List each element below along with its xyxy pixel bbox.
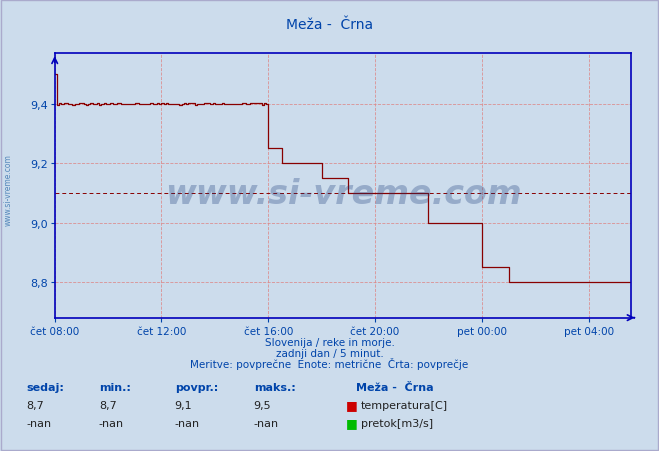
- Text: temperatura[C]: temperatura[C]: [361, 400, 448, 410]
- Text: ■: ■: [346, 398, 358, 411]
- Text: 8,7: 8,7: [99, 400, 117, 410]
- Text: -nan: -nan: [254, 418, 279, 428]
- Text: -nan: -nan: [26, 418, 51, 428]
- Text: Meritve: povprečne  Enote: metrične  Črta: povprečje: Meritve: povprečne Enote: metrične Črta:…: [190, 358, 469, 369]
- Text: min.:: min.:: [99, 382, 130, 392]
- Text: sedaj:: sedaj:: [26, 382, 64, 392]
- Text: Meža -  Črna: Meža - Črna: [356, 382, 434, 392]
- Text: maks.:: maks.:: [254, 382, 295, 392]
- Text: pretok[m3/s]: pretok[m3/s]: [361, 418, 433, 428]
- Text: 9,5: 9,5: [254, 400, 272, 410]
- Text: zadnji dan / 5 minut.: zadnji dan / 5 minut.: [275, 348, 384, 358]
- Text: Meža -  Črna: Meža - Črna: [286, 18, 373, 32]
- Text: www.si-vreme.com: www.si-vreme.com: [165, 178, 521, 211]
- Text: 8,7: 8,7: [26, 400, 44, 410]
- Text: www.si-vreme.com: www.si-vreme.com: [3, 153, 13, 226]
- Text: 9,1: 9,1: [175, 400, 192, 410]
- Text: Slovenija / reke in morje.: Slovenija / reke in morje.: [264, 337, 395, 347]
- Text: -nan: -nan: [175, 418, 200, 428]
- Text: povpr.:: povpr.:: [175, 382, 218, 392]
- Text: -nan: -nan: [99, 418, 124, 428]
- Text: ■: ■: [346, 416, 358, 429]
